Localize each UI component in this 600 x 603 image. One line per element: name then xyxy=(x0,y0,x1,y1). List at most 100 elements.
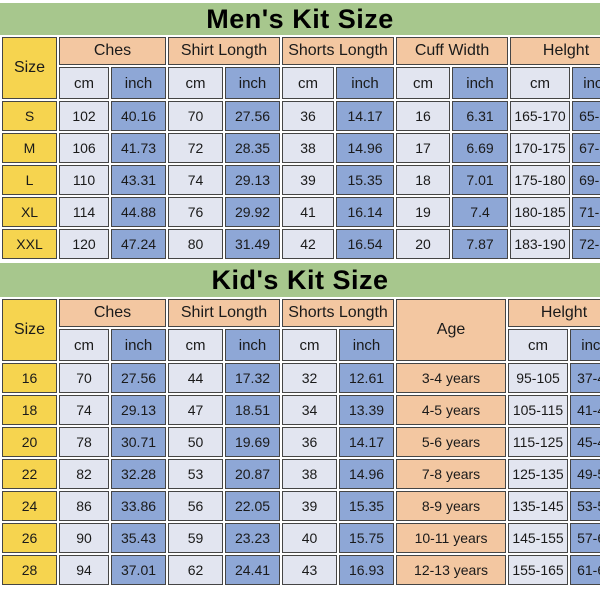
kids-kit-size-table: Size Ches Shirt Longth Shorts Longth Age… xyxy=(0,297,600,587)
data-cell: 70 xyxy=(59,363,109,393)
data-cell: 34 xyxy=(282,395,338,425)
data-cell: 69-71 xyxy=(572,165,600,195)
data-cell: 6.69 xyxy=(452,133,509,163)
data-cell: 38 xyxy=(282,133,335,163)
data-cell: 32 xyxy=(282,363,338,393)
size-cell: L xyxy=(2,165,57,195)
size-cell: M xyxy=(2,133,57,163)
data-cell: 42 xyxy=(282,229,335,259)
data-cell: 14.17 xyxy=(339,427,395,457)
kids-col-group-helght: Helght xyxy=(508,299,600,327)
mens-unit-header-row: cm inch cm inch cm inch cm inch cm inch xyxy=(2,67,600,99)
table-row: XL 114 44.88 76 29.92 41 16.14 19 7.4 18… xyxy=(2,197,600,227)
mens-size-corner-header: Size xyxy=(2,37,57,99)
data-cell: 106 xyxy=(59,133,109,163)
size-cell: XL xyxy=(2,197,57,227)
data-cell: 50 xyxy=(168,427,224,457)
table-row: L 110 43.31 74 29.13 39 15.35 18 7.01 17… xyxy=(2,165,600,195)
size-cell: 18 xyxy=(2,395,57,425)
data-cell: 39 xyxy=(282,165,335,195)
data-cell: 110 xyxy=(59,165,109,195)
data-cell: 102 xyxy=(59,101,109,131)
data-cell: 17.32 xyxy=(225,363,281,393)
data-cell: 22.05 xyxy=(225,491,281,521)
data-cell: 70 xyxy=(168,101,224,131)
data-cell: 72 xyxy=(168,133,224,163)
size-cell: 16 xyxy=(2,363,57,393)
unit-header-inch: inch xyxy=(111,67,167,99)
data-cell: 13.39 xyxy=(339,395,395,425)
unit-header-inch: inch xyxy=(111,329,167,361)
data-cell: 155-165 xyxy=(508,555,569,585)
data-cell: 40.16 xyxy=(111,101,167,131)
table-row: 20 78 30.71 50 19.69 36 14.17 5-6 years … xyxy=(2,427,600,457)
data-cell: 175-180 xyxy=(510,165,571,195)
data-cell: 20.87 xyxy=(225,459,281,489)
data-cell: 36 xyxy=(282,101,335,131)
data-cell: 105-115 xyxy=(508,395,569,425)
data-cell: 32.28 xyxy=(111,459,167,489)
unit-header-cm: cm xyxy=(282,329,338,361)
data-cell: 135-145 xyxy=(508,491,569,521)
data-cell: 180-185 xyxy=(510,197,571,227)
data-cell: 61-65 xyxy=(570,555,600,585)
data-cell: 6.31 xyxy=(452,101,509,131)
unit-header-cm: cm xyxy=(510,67,571,99)
unit-header-cm: cm xyxy=(59,329,109,361)
data-cell: 115-125 xyxy=(508,427,569,457)
unit-header-inch: inch xyxy=(570,329,600,361)
data-cell: 30.71 xyxy=(111,427,167,457)
unit-header-inch: inch xyxy=(339,329,395,361)
data-cell: 57-61 xyxy=(570,523,600,553)
mens-col-group-cuff-width: Cuff Width xyxy=(396,37,509,65)
data-cell: 33.86 xyxy=(111,491,167,521)
kids-table-title: Kid's Kit Size xyxy=(0,263,600,297)
table-row: XXL 120 47.24 80 31.49 42 16.54 20 7.87 … xyxy=(2,229,600,259)
data-cell: 44.88 xyxy=(111,197,167,227)
data-cell: 19.69 xyxy=(225,427,281,457)
data-cell: 18 xyxy=(396,165,451,195)
table-row: 18 74 29.13 47 18.51 34 13.39 4-5 years … xyxy=(2,395,600,425)
age-cell: 7-8 years xyxy=(396,459,507,489)
data-cell: 16.54 xyxy=(336,229,395,259)
data-cell: 44 xyxy=(168,363,224,393)
data-cell: 12.61 xyxy=(339,363,395,393)
data-cell: 27.56 xyxy=(225,101,281,131)
data-cell: 14.17 xyxy=(336,101,395,131)
unit-header-cm: cm xyxy=(508,329,569,361)
table-row: 22 82 32.28 53 20.87 38 14.96 7-8 years … xyxy=(2,459,600,489)
data-cell: 53-57 xyxy=(570,491,600,521)
unit-header-inch: inch xyxy=(452,67,509,99)
data-cell: 74 xyxy=(59,395,109,425)
data-cell: 183-190 xyxy=(510,229,571,259)
data-cell: 19 xyxy=(396,197,451,227)
kids-unit-header-row: cm inch cm inch cm inch cm inch xyxy=(2,329,600,361)
data-cell: 14.96 xyxy=(336,133,395,163)
data-cell: 40 xyxy=(282,523,338,553)
data-cell: 145-155 xyxy=(508,523,569,553)
data-cell: 27.56 xyxy=(111,363,167,393)
size-cell: 20 xyxy=(2,427,57,457)
data-cell: 94 xyxy=(59,555,109,585)
data-cell: 7.87 xyxy=(452,229,509,259)
data-cell: 59 xyxy=(168,523,224,553)
data-cell: 37.01 xyxy=(111,555,167,585)
data-cell: 45-49 xyxy=(570,427,600,457)
data-cell: 15.75 xyxy=(339,523,395,553)
data-cell: 72-74 xyxy=(572,229,600,259)
data-cell: 15.35 xyxy=(336,165,395,195)
data-cell: 67-69 xyxy=(572,133,600,163)
age-cell: 8-9 years xyxy=(396,491,507,521)
unit-header-inch: inch xyxy=(336,67,395,99)
kids-size-corner-header: Size xyxy=(2,299,57,361)
data-cell: 49-53 xyxy=(570,459,600,489)
table-row: 24 86 33.86 56 22.05 39 15.35 8-9 years … xyxy=(2,491,600,521)
table-row: S 102 40.16 70 27.56 36 14.17 16 6.31 16… xyxy=(2,101,600,131)
size-cell: XXL xyxy=(2,229,57,259)
data-cell: 74 xyxy=(168,165,224,195)
data-cell: 43.31 xyxy=(111,165,167,195)
data-cell: 15.35 xyxy=(339,491,395,521)
kids-col-group-ches: Ches xyxy=(59,299,167,327)
data-cell: 24.41 xyxy=(225,555,281,585)
data-cell: 18.51 xyxy=(225,395,281,425)
